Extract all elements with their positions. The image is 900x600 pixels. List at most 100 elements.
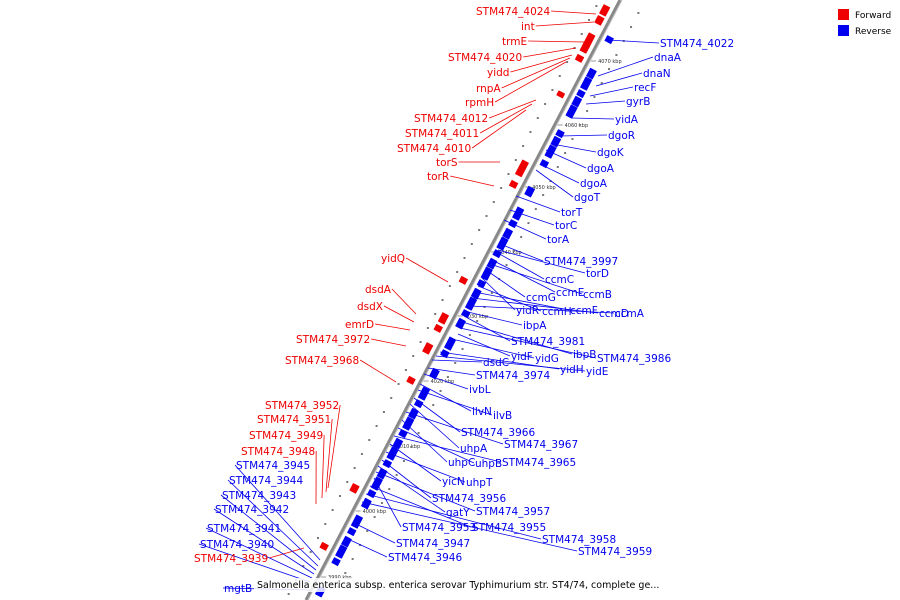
forward-gene-label: STM474_4024 <box>476 6 550 18</box>
forward-gene-label: torS <box>436 157 458 169</box>
reverse-leader-line <box>455 339 535 359</box>
forward-leader-line <box>450 175 495 187</box>
position-dot <box>439 390 442 392</box>
position-dot <box>551 89 554 91</box>
position-dot <box>600 82 603 84</box>
position-dot <box>432 404 435 406</box>
position-dot <box>492 201 495 203</box>
reverse-gene <box>392 437 404 450</box>
reverse-leader-line <box>213 508 315 575</box>
position-dot <box>485 215 488 217</box>
reverse-leader-line <box>457 333 511 357</box>
forward-gene <box>598 4 611 17</box>
reverse-gene-label: ccmA <box>615 308 645 320</box>
position-dot <box>536 117 539 119</box>
reverse-gene-label: STM474_3967 <box>504 439 578 451</box>
reverse-leader-line <box>503 219 547 240</box>
position-dot <box>534 208 537 210</box>
reverse-leader-line <box>405 411 504 445</box>
position-dot <box>426 327 429 329</box>
reverse-leader-line <box>220 494 317 571</box>
forward-leader-line <box>405 257 449 283</box>
reverse-gene-label: ccmC <box>545 274 574 286</box>
forward-gene-label: STM474_3968 <box>285 355 359 367</box>
tick-label: 4070 kbp <box>598 59 622 65</box>
reverse-gene-label: ccmE <box>556 287 584 299</box>
position-dot <box>512 250 515 252</box>
reverse-leader-line <box>375 471 476 512</box>
reverse-gene-label: STM474_3943 <box>222 490 296 502</box>
position-dot <box>630 26 633 28</box>
reverse-leader-line <box>419 383 472 412</box>
tick-label: 4000 kbp <box>363 509 387 515</box>
forward-leader-line <box>269 547 305 559</box>
position-dot <box>595 5 598 7</box>
position-dot <box>520 236 523 238</box>
reverse-gene <box>331 557 341 567</box>
reverse-gene <box>585 67 597 80</box>
forward-gene <box>579 42 591 54</box>
reverse-gene <box>544 144 557 159</box>
position-dot <box>448 285 451 287</box>
position-dot <box>580 33 583 35</box>
reverse-leader-line <box>205 527 313 579</box>
forward-gene-label: int <box>521 21 535 33</box>
reverse-gene-label: dnaN <box>643 68 671 80</box>
forward-gene <box>574 53 585 63</box>
forward-leader-line <box>510 54 573 73</box>
forward-gene-label: yidQ <box>381 253 405 265</box>
position-dot <box>388 488 391 490</box>
reverse-gene-label: STM474_3945 <box>236 460 310 472</box>
reverse-leader-line <box>198 543 311 583</box>
position-dot <box>527 222 530 224</box>
position-dot <box>470 243 473 245</box>
tick-label: 4050 kbp <box>532 185 556 191</box>
reverse-leader-line <box>539 163 580 184</box>
position-dot <box>419 341 422 343</box>
reverse-leader-line <box>409 403 460 449</box>
forward-gene-label: STM474_3952 <box>265 400 339 412</box>
reverse-leader-line <box>571 117 615 120</box>
forward-gene <box>514 159 530 178</box>
forward-gene <box>319 541 329 551</box>
reverse-gene-label: STM474_3986 <box>597 353 671 365</box>
reverse-gene-label: torT <box>561 207 583 219</box>
reverse-leader-line <box>545 149 587 169</box>
reverse-leader-line <box>234 464 321 561</box>
position-dot <box>434 313 437 315</box>
position-dot <box>556 166 559 168</box>
reverse-gene <box>579 76 593 91</box>
position-dot <box>404 369 407 371</box>
reverse-gene <box>524 185 536 198</box>
position-dot <box>558 75 561 77</box>
reverse-gene <box>571 95 583 108</box>
position-dot <box>522 145 525 147</box>
forward-leader-line <box>489 99 537 119</box>
position-dot <box>402 460 405 462</box>
reverse-gene-label: STM474_3997 <box>544 256 618 268</box>
position-dot <box>331 509 334 511</box>
forward-gene-label: emrD <box>345 319 374 331</box>
reverse-leader-line <box>595 72 643 87</box>
forward-gene <box>508 179 519 189</box>
legend-label-reverse: Reverse <box>855 27 892 37</box>
position-dot <box>456 271 459 273</box>
position-dot <box>544 103 547 105</box>
forward-leader-line <box>523 47 577 58</box>
reverse-gene <box>464 296 478 311</box>
reverse-leader-line <box>509 209 555 226</box>
reverse-leader-line <box>491 259 556 293</box>
legend-label-forward: Forward <box>855 11 891 21</box>
reverse-gene-label: ivbL <box>469 384 491 396</box>
reverse-leader-line <box>397 427 475 464</box>
reverse-leader-line <box>385 451 466 483</box>
legend: Forward Reverse <box>838 9 892 37</box>
reverse-gene-label: yidE <box>586 366 608 378</box>
reverse-gene-label: STM474_3957 <box>476 506 550 518</box>
forward-gene <box>433 323 444 333</box>
reverse-gene-label: STM474_3941 <box>207 523 281 535</box>
reverse-gene-label: ccmF <box>570 305 598 317</box>
position-dot <box>380 502 383 504</box>
reverse-gene <box>360 497 372 510</box>
reverse-gene <box>350 514 364 529</box>
